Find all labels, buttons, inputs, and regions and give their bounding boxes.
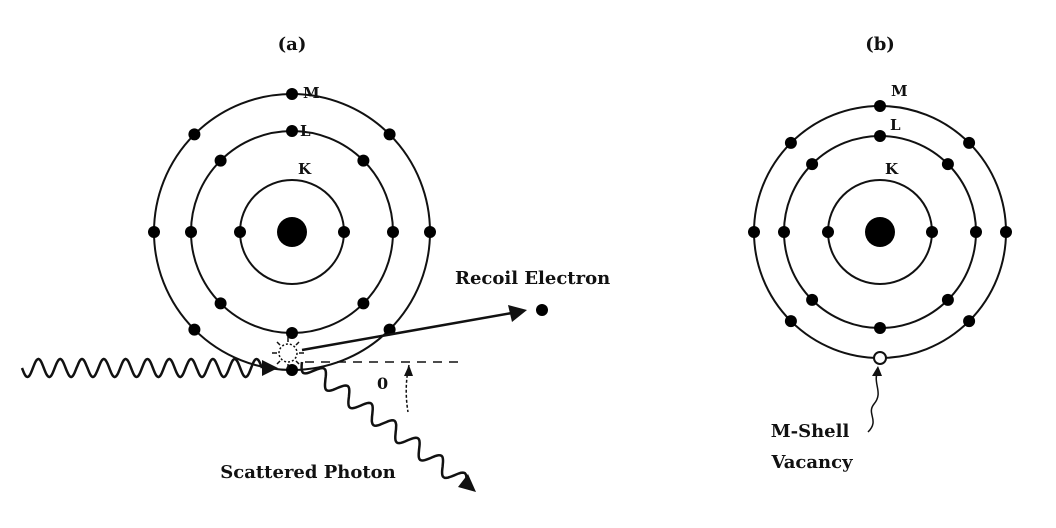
panel-b-electron-l-4 <box>941 293 954 306</box>
panel-a-electron-m-5 <box>286 364 298 376</box>
panel-a-nucleus <box>277 217 307 247</box>
panel-a-scattered-photon <box>300 361 468 485</box>
panel-b-electron-l-7 <box>778 226 790 238</box>
panel-b-vacancy <box>873 351 887 365</box>
panel-a-electron-m-1 <box>286 88 298 100</box>
panel-a: (a) M L K <box>20 34 610 492</box>
panel-a-incoming-photon <box>20 357 264 379</box>
panel-b-electrons <box>748 100 1012 334</box>
panel-a-electron-k-2 <box>234 226 246 238</box>
panel-a-electron-k-1 <box>338 226 350 238</box>
panel-b-electron-k-1 <box>926 226 938 238</box>
panel-a-shell-label-m: M <box>303 84 320 102</box>
panel-b-electron-l-6 <box>806 293 819 306</box>
panel-b-electron-l-5 <box>874 322 886 334</box>
panel-a-electron-l-3 <box>387 226 399 238</box>
panel-a-shell-label-l: L <box>300 122 311 140</box>
panel-b-vacancy-arrowhead <box>872 366 882 376</box>
panel-b-electron-m-6 <box>784 315 797 328</box>
panel-a-shell-label-k: K <box>298 160 312 178</box>
panel-a-incoming-arrowhead <box>262 360 278 376</box>
panel-a-electron-m-4 <box>383 323 396 336</box>
panel-b: (b) M L K M-Shell Vacancy <box>748 34 1012 473</box>
panel-b-electron-m-8 <box>784 136 797 149</box>
panel-a-recoil-label: Recoil Electron <box>455 268 610 289</box>
panel-b-electron-m-4 <box>963 315 976 328</box>
panel-a-scattered-arrowhead <box>458 474 476 492</box>
panel-b-electron-m-2 <box>963 136 976 149</box>
panel-b-electron-m-7 <box>748 226 760 238</box>
panel-a-electron-l-7 <box>185 226 197 238</box>
panel-a-recoil-arrow <box>301 311 513 352</box>
panel-a-electron-m-3 <box>424 226 436 238</box>
panel-a-electron-l-6 <box>214 297 227 310</box>
panel-b-vacancy-pointer <box>867 369 879 433</box>
panel-a-angle-arrowhead <box>404 365 413 376</box>
panel-a-angle-label: 0 <box>377 374 388 393</box>
panel-b-shell-label-k: K <box>885 160 899 178</box>
panel-b-vacancy-label-line2: Vacancy <box>770 452 853 473</box>
panel-b-vacancy-label-line1: M-Shell <box>771 421 850 442</box>
panel-b-electron-l-1 <box>874 130 886 142</box>
panel-a-electron-l-5 <box>286 327 298 339</box>
panel-a-recoil-arrowhead <box>508 305 527 322</box>
panel-a-electron-m-7 <box>148 226 160 238</box>
panel-a-electron-m-8 <box>188 128 201 141</box>
panel-a-electron-l-8 <box>214 154 227 167</box>
panel-b-nucleus <box>865 217 895 247</box>
panel-a-impact-burst <box>272 337 304 369</box>
panel-a-scattered-label: Scattered Photon <box>220 462 396 483</box>
panel-b-electron-l-3 <box>970 226 982 238</box>
panel-b-electron-m-1 <box>874 100 886 112</box>
panel-a-electron-l-2 <box>357 154 370 167</box>
panel-a-electron-l-1 <box>286 125 298 137</box>
panel-a-electron-m-6 <box>188 323 201 336</box>
panel-b-shell-label-m: M <box>891 82 908 100</box>
panel-b-label: (b) <box>865 34 895 55</box>
panel-b-electron-l-2 <box>941 158 954 171</box>
panel-b-electron-l-8 <box>806 158 819 171</box>
panel-a-label: (a) <box>278 34 307 55</box>
panel-b-shell-label-l: L <box>890 116 901 134</box>
panel-a-electron-l-4 <box>357 297 370 310</box>
panel-a-recoil-electron <box>536 304 548 316</box>
panel-a-electrons <box>148 88 436 376</box>
panel-b-electron-m-3 <box>1000 226 1012 238</box>
panel-a-electron-m-2 <box>383 128 396 141</box>
panel-b-electron-k-2 <box>822 226 834 238</box>
